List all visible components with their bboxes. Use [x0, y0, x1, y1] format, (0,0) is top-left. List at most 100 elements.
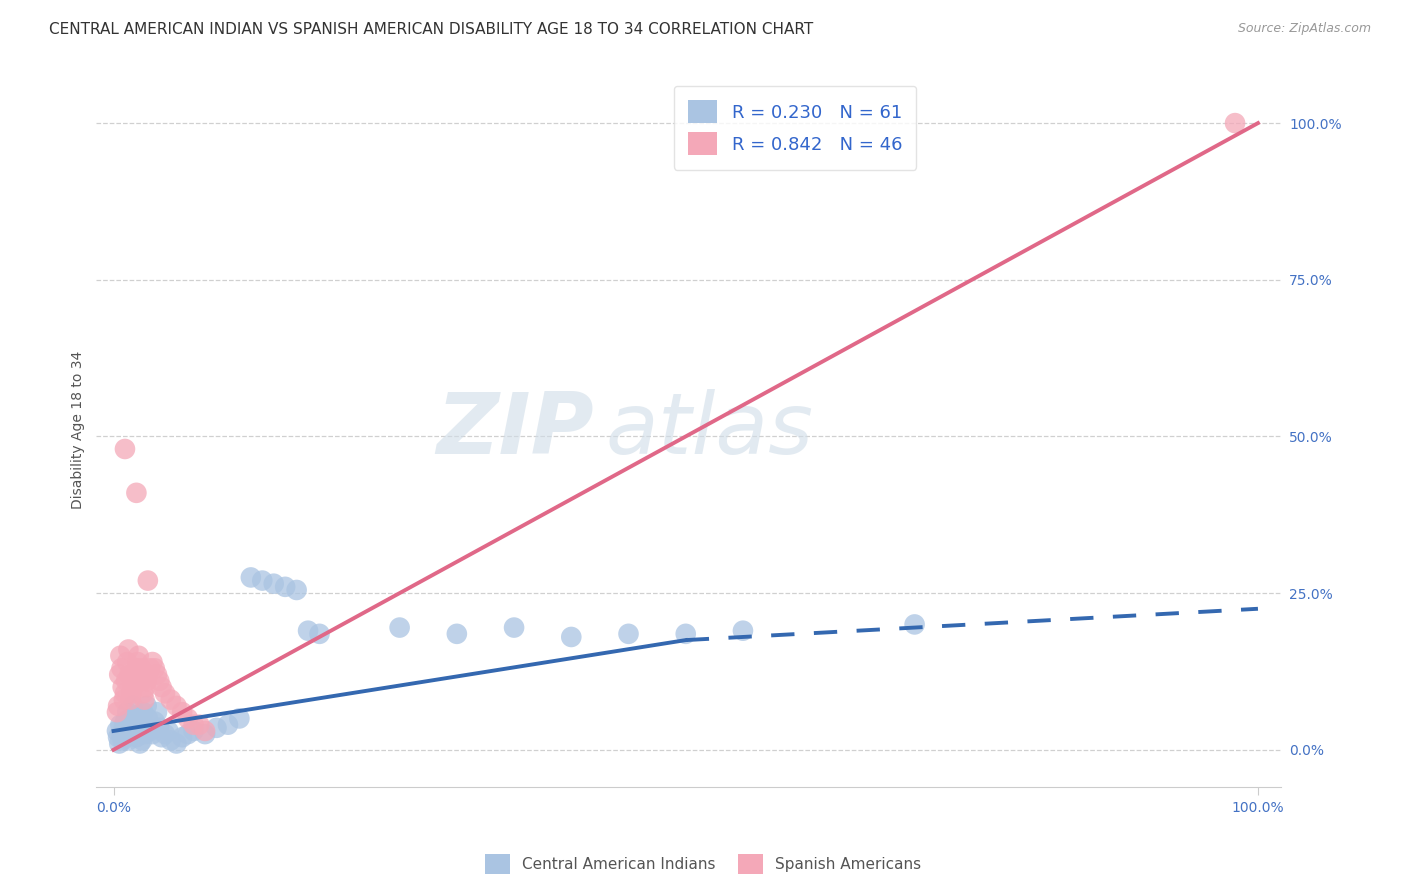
Point	[194, 727, 217, 741]
Point	[166, 698, 188, 713]
Point	[115, 673, 138, 688]
Point	[129, 661, 152, 675]
Point	[117, 733, 139, 747]
Text: Source: ZipAtlas.com: Source: ZipAtlas.com	[1237, 22, 1371, 36]
Text: atlas: atlas	[606, 389, 814, 472]
Point	[239, 570, 262, 584]
Point	[105, 723, 128, 738]
Point	[159, 733, 181, 747]
Y-axis label: Disability Age 18 to 34: Disability Age 18 to 34	[72, 351, 86, 509]
Point	[127, 655, 149, 669]
Point	[139, 661, 162, 675]
Point	[121, 686, 143, 700]
Point	[108, 737, 131, 751]
Point	[177, 727, 200, 741]
Point	[146, 667, 169, 681]
Point	[111, 733, 134, 747]
Point	[112, 692, 135, 706]
Point	[128, 648, 150, 663]
Point	[560, 630, 582, 644]
Point	[111, 680, 134, 694]
Point	[143, 714, 166, 729]
Point	[122, 673, 145, 688]
Point	[132, 705, 155, 719]
Legend: R = 0.230   N = 61, R = 0.842   N = 46: R = 0.230 N = 61, R = 0.842 N = 46	[673, 86, 917, 169]
Point	[217, 717, 239, 731]
Point	[128, 737, 150, 751]
Point	[153, 727, 176, 741]
Point	[503, 621, 526, 635]
Point	[617, 627, 640, 641]
Point	[150, 730, 173, 744]
Point	[388, 621, 411, 635]
Point	[105, 705, 128, 719]
Text: ZIP: ZIP	[436, 389, 593, 472]
Point	[150, 680, 173, 694]
Point	[285, 582, 308, 597]
Point	[1223, 116, 1246, 130]
Point	[183, 717, 205, 731]
Point	[297, 624, 319, 638]
Point	[143, 661, 166, 675]
Point	[228, 711, 250, 725]
Point	[118, 711, 141, 725]
Point	[252, 574, 274, 588]
Point	[675, 627, 697, 641]
Point	[148, 721, 170, 735]
Point	[122, 680, 145, 694]
Point	[131, 673, 153, 688]
Point	[135, 680, 157, 694]
Point	[172, 705, 194, 719]
Point	[148, 673, 170, 688]
Point	[122, 698, 145, 713]
Point	[125, 661, 148, 675]
Point	[205, 721, 228, 735]
Point	[108, 667, 131, 681]
Point	[115, 723, 138, 738]
Point	[129, 717, 152, 731]
Point	[136, 667, 159, 681]
Point	[114, 714, 136, 729]
Point	[114, 686, 136, 700]
Point	[172, 730, 194, 744]
Point	[107, 730, 129, 744]
Point	[134, 692, 156, 706]
Point	[122, 723, 145, 738]
Point	[183, 723, 205, 738]
Point	[157, 723, 180, 738]
Point	[107, 698, 129, 713]
Legend: Central American Indians, Spanish Americans: Central American Indians, Spanish Americ…	[479, 848, 927, 880]
Point	[112, 721, 135, 735]
Point	[263, 576, 285, 591]
Point	[177, 711, 200, 725]
Point	[110, 727, 132, 741]
Point	[135, 673, 157, 688]
Point	[110, 661, 132, 675]
Point	[110, 648, 132, 663]
Point	[188, 717, 211, 731]
Point	[135, 721, 157, 735]
Point	[120, 717, 142, 731]
Point	[274, 580, 297, 594]
Point	[127, 708, 149, 723]
Point	[124, 667, 146, 681]
Point	[731, 624, 754, 638]
Point	[308, 627, 330, 641]
Point	[128, 667, 150, 681]
Point	[120, 692, 142, 706]
Point	[153, 686, 176, 700]
Point	[136, 574, 159, 588]
Point	[141, 655, 163, 669]
Point	[134, 727, 156, 741]
Point	[117, 655, 139, 669]
Point	[159, 692, 181, 706]
Point	[117, 642, 139, 657]
Point	[114, 730, 136, 744]
Point	[121, 727, 143, 741]
Point	[904, 617, 927, 632]
Point	[194, 723, 217, 738]
Point	[136, 711, 159, 725]
Point	[146, 705, 169, 719]
Point	[139, 723, 162, 738]
Point	[135, 698, 157, 713]
